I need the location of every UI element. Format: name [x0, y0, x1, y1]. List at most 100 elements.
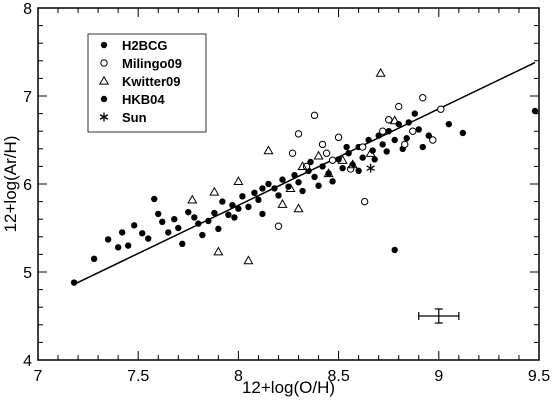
- data-point: [191, 214, 198, 221]
- data-point: [209, 186, 220, 196]
- data-point: [328, 156, 337, 164]
- asterisk-stroke: [366, 165, 375, 171]
- data-point: [371, 156, 378, 163]
- x-tick-label: 9: [434, 368, 443, 385]
- data-point: [274, 222, 283, 230]
- data-point: [437, 105, 445, 113]
- data-point: [211, 209, 218, 217]
- legend: H2BCG Milingo09 Kwitter09 HKB04 Sun: [87, 33, 207, 133]
- legend-entry: H2BCG: [100, 38, 168, 53]
- data-point: [239, 193, 246, 200]
- data-point: [318, 140, 327, 149]
- data-point: [337, 155, 348, 164]
- data-point: [359, 154, 366, 161]
- data-point: [139, 230, 146, 237]
- legend-label: Sun: [122, 110, 147, 125]
- error-bar: [418, 308, 460, 324]
- legend-label: Milingo09: [122, 56, 182, 71]
- legend-entry: Kwitter09: [98, 74, 181, 89]
- data-point: [365, 136, 372, 144]
- data-point: [293, 203, 304, 213]
- legend-marker: [98, 75, 110, 85]
- data-point: [385, 128, 392, 135]
- data-point: [383, 148, 390, 155]
- data-points: [70, 67, 539, 286]
- data-point: [311, 173, 318, 181]
- data-point: [225, 211, 232, 218]
- legend-label: H2BCG: [122, 38, 168, 53]
- data-point: [229, 201, 236, 209]
- x-tick-label: 7: [34, 368, 43, 385]
- data-point: [130, 222, 138, 229]
- data-point: [245, 203, 252, 211]
- data-point: [199, 231, 206, 239]
- series-milingo09: [274, 94, 445, 230]
- data-point: [294, 130, 303, 138]
- data-point: [315, 182, 322, 189]
- data-point: [345, 150, 352, 157]
- x-tick-label: 8.5: [327, 368, 349, 385]
- data-point: [179, 240, 186, 248]
- data-point: [215, 225, 222, 233]
- legend-marker: [100, 59, 108, 67]
- data-point: [385, 116, 393, 124]
- data-point: [378, 127, 387, 135]
- data-point: [329, 178, 336, 185]
- y-tick-label: 8: [23, 1, 32, 18]
- data-point: [334, 133, 343, 142]
- data-point: [389, 115, 400, 125]
- legend-label: Kwitter09: [122, 74, 181, 89]
- data-point: [271, 185, 278, 192]
- x-tick-label: 7.5: [127, 368, 149, 385]
- data-point: [243, 255, 254, 265]
- data-point: [145, 235, 152, 242]
- x-tick-label: 8: [234, 368, 243, 385]
- asterisk-stroke: [99, 114, 109, 120]
- x-tick-label: 9.5: [528, 368, 550, 385]
- series-sun: [366, 163, 375, 173]
- data-point: [279, 176, 286, 183]
- data-point: [114, 244, 122, 251]
- legend-marker: [100, 41, 108, 49]
- data-point: [297, 161, 308, 171]
- data-point: [255, 196, 262, 204]
- data-point: [401, 140, 409, 149]
- data-point: [319, 163, 326, 170]
- y-axis-title: 12+log(Ar/H): [1, 136, 20, 233]
- legend-marker: [100, 95, 108, 103]
- data-point: [118, 229, 126, 236]
- data-point: [288, 149, 297, 157]
- data-point: [403, 135, 410, 142]
- data-point: [175, 224, 182, 232]
- legend-entry: Sun: [99, 110, 147, 125]
- data-point: [155, 210, 162, 218]
- y-tick-label: 7: [23, 89, 32, 106]
- data-point: [360, 197, 369, 206]
- data-point: [411, 110, 418, 117]
- data-point: [419, 143, 426, 151]
- data-point: [235, 205, 242, 212]
- data-point: [263, 145, 274, 155]
- data-point: [429, 136, 437, 144]
- series-h2bcg: [70, 107, 539, 286]
- x-axis-title: 12+log(O/H): [242, 378, 335, 397]
- data-point: [346, 165, 355, 173]
- series-hkb04: [231, 135, 426, 221]
- data-point: [375, 67, 386, 77]
- data-point: [313, 150, 324, 160]
- legend-entry: Milingo09: [100, 56, 182, 71]
- data-point: [409, 127, 417, 135]
- data-point: [195, 220, 202, 227]
- legend-marker: [99, 112, 109, 122]
- data-point: [299, 187, 306, 195]
- data-point: [70, 279, 78, 286]
- data-point: [159, 218, 166, 226]
- data-point: [307, 158, 314, 166]
- data-point: [323, 168, 334, 178]
- data-point: [395, 102, 403, 111]
- data-point: [259, 210, 266, 218]
- data-point: [277, 199, 288, 208]
- y-tick-label: 4: [23, 353, 32, 370]
- data-point: [165, 229, 172, 236]
